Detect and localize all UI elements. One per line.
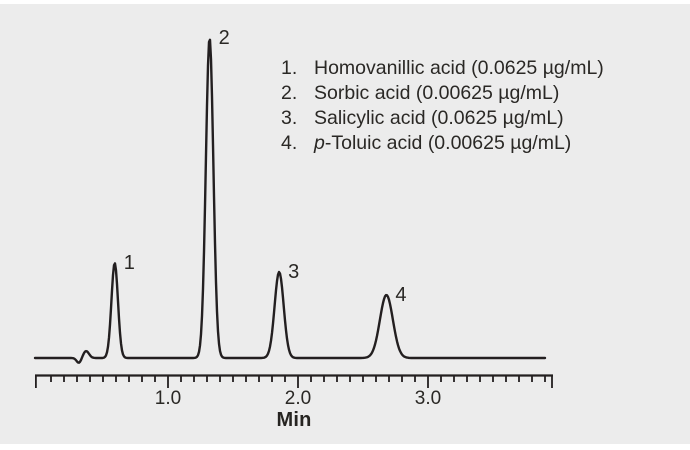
peak-label: 4 — [395, 284, 406, 306]
peak-label: 1 — [124, 252, 135, 274]
chart-background — [0, 4, 690, 444]
peak-legend: 1. Homovanillic acid (0.0625 µg/mL) 2. S… — [281, 56, 604, 156]
legend-item-number: 2. — [281, 82, 298, 104]
legend-item: 4. p-Toluic acid (0.00625 µg/mL) — [281, 131, 604, 156]
x-axis-ticks — [35, 375, 553, 388]
legend-item-number: 3. — [281, 107, 298, 129]
legend-item-name: p-Toluic acid (0.00625 µg/mL) — [314, 132, 572, 154]
x-tick-label: 3.0 — [415, 388, 441, 409]
chromatogram-trace — [33, 38, 547, 364]
legend-item-name: Sorbic acid (0.00625 µg/mL) — [314, 82, 560, 104]
legend-item-number: 1. — [281, 57, 298, 79]
legend-item-number: 4. — [281, 132, 298, 154]
x-axis-label: Min — [276, 409, 312, 431]
legend-item-name: Homovanillic acid (0.0625 µg/mL) — [314, 57, 604, 79]
legend-item: 2. Sorbic acid (0.00625 µg/mL) — [281, 81, 604, 106]
x-tick-label: 2.0 — [285, 388, 311, 409]
legend-item: 1. Homovanillic acid (0.0625 µg/mL) — [281, 56, 604, 81]
legend-item: 3. Salicylic acid (0.0625 µg/mL) — [281, 106, 604, 131]
legend-item-name: Salicylic acid (0.0625 µg/mL) — [314, 107, 564, 129]
x-tick-label: 1.0 — [155, 388, 181, 409]
peak-label: 2 — [219, 27, 230, 49]
peak-label: 3 — [288, 261, 299, 283]
